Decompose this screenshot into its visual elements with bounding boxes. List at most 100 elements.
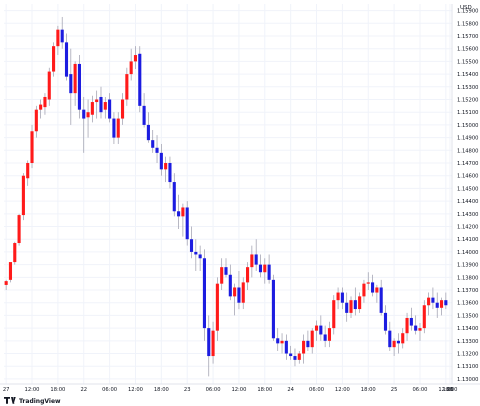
candle-body-up — [211, 330, 215, 357]
candle-body-down — [371, 282, 375, 293]
candle — [17, 213, 21, 246]
candle — [228, 264, 232, 301]
price-tick-label: 1.13900 — [457, 263, 478, 269]
price-tick-label: 1.13300 — [457, 339, 478, 345]
candle-body-down — [77, 63, 81, 110]
time-tick-label: 22 — [80, 387, 87, 393]
candle-body-down — [185, 207, 189, 240]
candle — [60, 16, 64, 49]
time-axis[interactable]: 27 12:00 18:00 22 06:00 12:00 18:00 23 06:00 12:0… — [3, 387, 458, 393]
candle — [241, 277, 245, 310]
candle — [108, 93, 112, 123]
candle-body-up — [73, 63, 77, 94]
candle-body-down — [64, 42, 69, 77]
price-tick-label: 1.15600 — [457, 47, 478, 53]
time-tick-label: 12:00 — [25, 387, 40, 393]
candle-body-down — [383, 312, 388, 331]
candle-body-up — [314, 325, 319, 331]
price-tick-label: 1.15900 — [457, 9, 478, 15]
candle — [418, 323, 422, 341]
price-tick-label: 1.14500 — [457, 186, 478, 192]
candle-body-down — [202, 258, 206, 329]
candle — [414, 315, 418, 335]
time-tick-label: 24 — [287, 387, 294, 393]
candle-body-down — [142, 105, 146, 125]
candle — [82, 96, 86, 153]
candle — [64, 33, 69, 81]
candle-body-down — [340, 292, 344, 303]
time-tick-label: 18:00 — [50, 387, 65, 393]
candle-body-down — [276, 338, 280, 344]
time-tick-label: 18:00 — [257, 387, 272, 393]
candle — [202, 249, 206, 341]
candle-body-up — [366, 282, 370, 284]
candle-body-up — [120, 99, 125, 119]
candle-body-up — [129, 61, 133, 75]
candle-body-up — [401, 333, 405, 344]
candle-body-up — [297, 353, 301, 360]
candle — [177, 194, 181, 230]
time-tick-label: 18:00 — [361, 387, 376, 393]
candle-body-down — [99, 96, 103, 113]
candle-body-up — [103, 102, 107, 110]
candle-body-up — [241, 282, 245, 303]
candle-body-up — [125, 74, 129, 100]
price-tick-label: 1.14000 — [457, 250, 478, 256]
candle-body-up — [349, 300, 353, 313]
time-tick-label: 18:00 — [154, 387, 169, 393]
candle — [211, 321, 215, 364]
candle — [383, 305, 388, 335]
candle-body-up — [422, 305, 426, 329]
candle-body-down — [254, 254, 258, 265]
candle — [159, 143, 163, 176]
candle-body-down — [60, 29, 64, 43]
candle — [332, 295, 336, 335]
candle — [151, 129, 155, 153]
candle-body-up — [392, 340, 396, 348]
price-tick-label: 1.14300 — [457, 212, 478, 218]
price-tick-label: 1.15300 — [457, 85, 478, 91]
tradingview-logo[interactable]: TradingView — [4, 397, 61, 405]
candle — [146, 112, 150, 143]
price-tick-label: 1.13100 — [457, 364, 478, 370]
candle-body-up — [52, 46, 56, 72]
time-tick-label: 12:00 — [128, 387, 143, 393]
candle-body-down — [108, 99, 112, 119]
candle-body-down — [258, 264, 263, 273]
candle-body-up — [95, 99, 99, 103]
candle-body-down — [146, 124, 150, 141]
candle-body-down — [319, 325, 323, 335]
candle — [280, 333, 284, 354]
candle-body-up — [263, 264, 267, 273]
candle-body-up — [4, 281, 8, 285]
candle — [47, 67, 51, 106]
candle — [276, 328, 280, 351]
candle — [34, 105, 38, 138]
price-axis[interactable]: USD 1.15900 1.15800 1.15700 1.15600 1.15500 1… — [457, 5, 478, 383]
candle-body-down — [414, 325, 418, 331]
candle — [181, 203, 185, 237]
candle — [409, 307, 413, 331]
candle — [103, 96, 107, 119]
candle-body-up — [246, 267, 250, 283]
candle-body-down — [345, 302, 349, 313]
candle-body-up — [439, 300, 444, 308]
price-tick-label: 1.14900 — [457, 136, 478, 142]
price-tick-label: 1.15100 — [457, 110, 478, 116]
candle — [198, 245, 202, 271]
candle-body-down — [306, 340, 310, 348]
candle — [271, 274, 275, 341]
candle-body-up — [133, 55, 138, 62]
candle — [263, 258, 267, 284]
price-tick-label: 1.13400 — [457, 326, 478, 332]
candle — [427, 292, 431, 316]
candle — [95, 90, 99, 119]
candle — [289, 345, 293, 360]
candle — [254, 239, 258, 271]
candle-body-down — [177, 211, 181, 217]
candle-body-up — [310, 330, 314, 348]
candle — [133, 46, 138, 70]
candle — [246, 262, 250, 291]
candle — [168, 156, 172, 189]
